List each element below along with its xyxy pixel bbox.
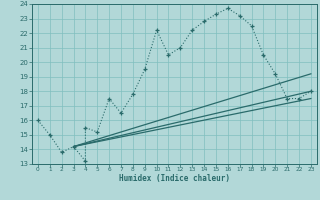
X-axis label: Humidex (Indice chaleur): Humidex (Indice chaleur) — [119, 174, 230, 183]
